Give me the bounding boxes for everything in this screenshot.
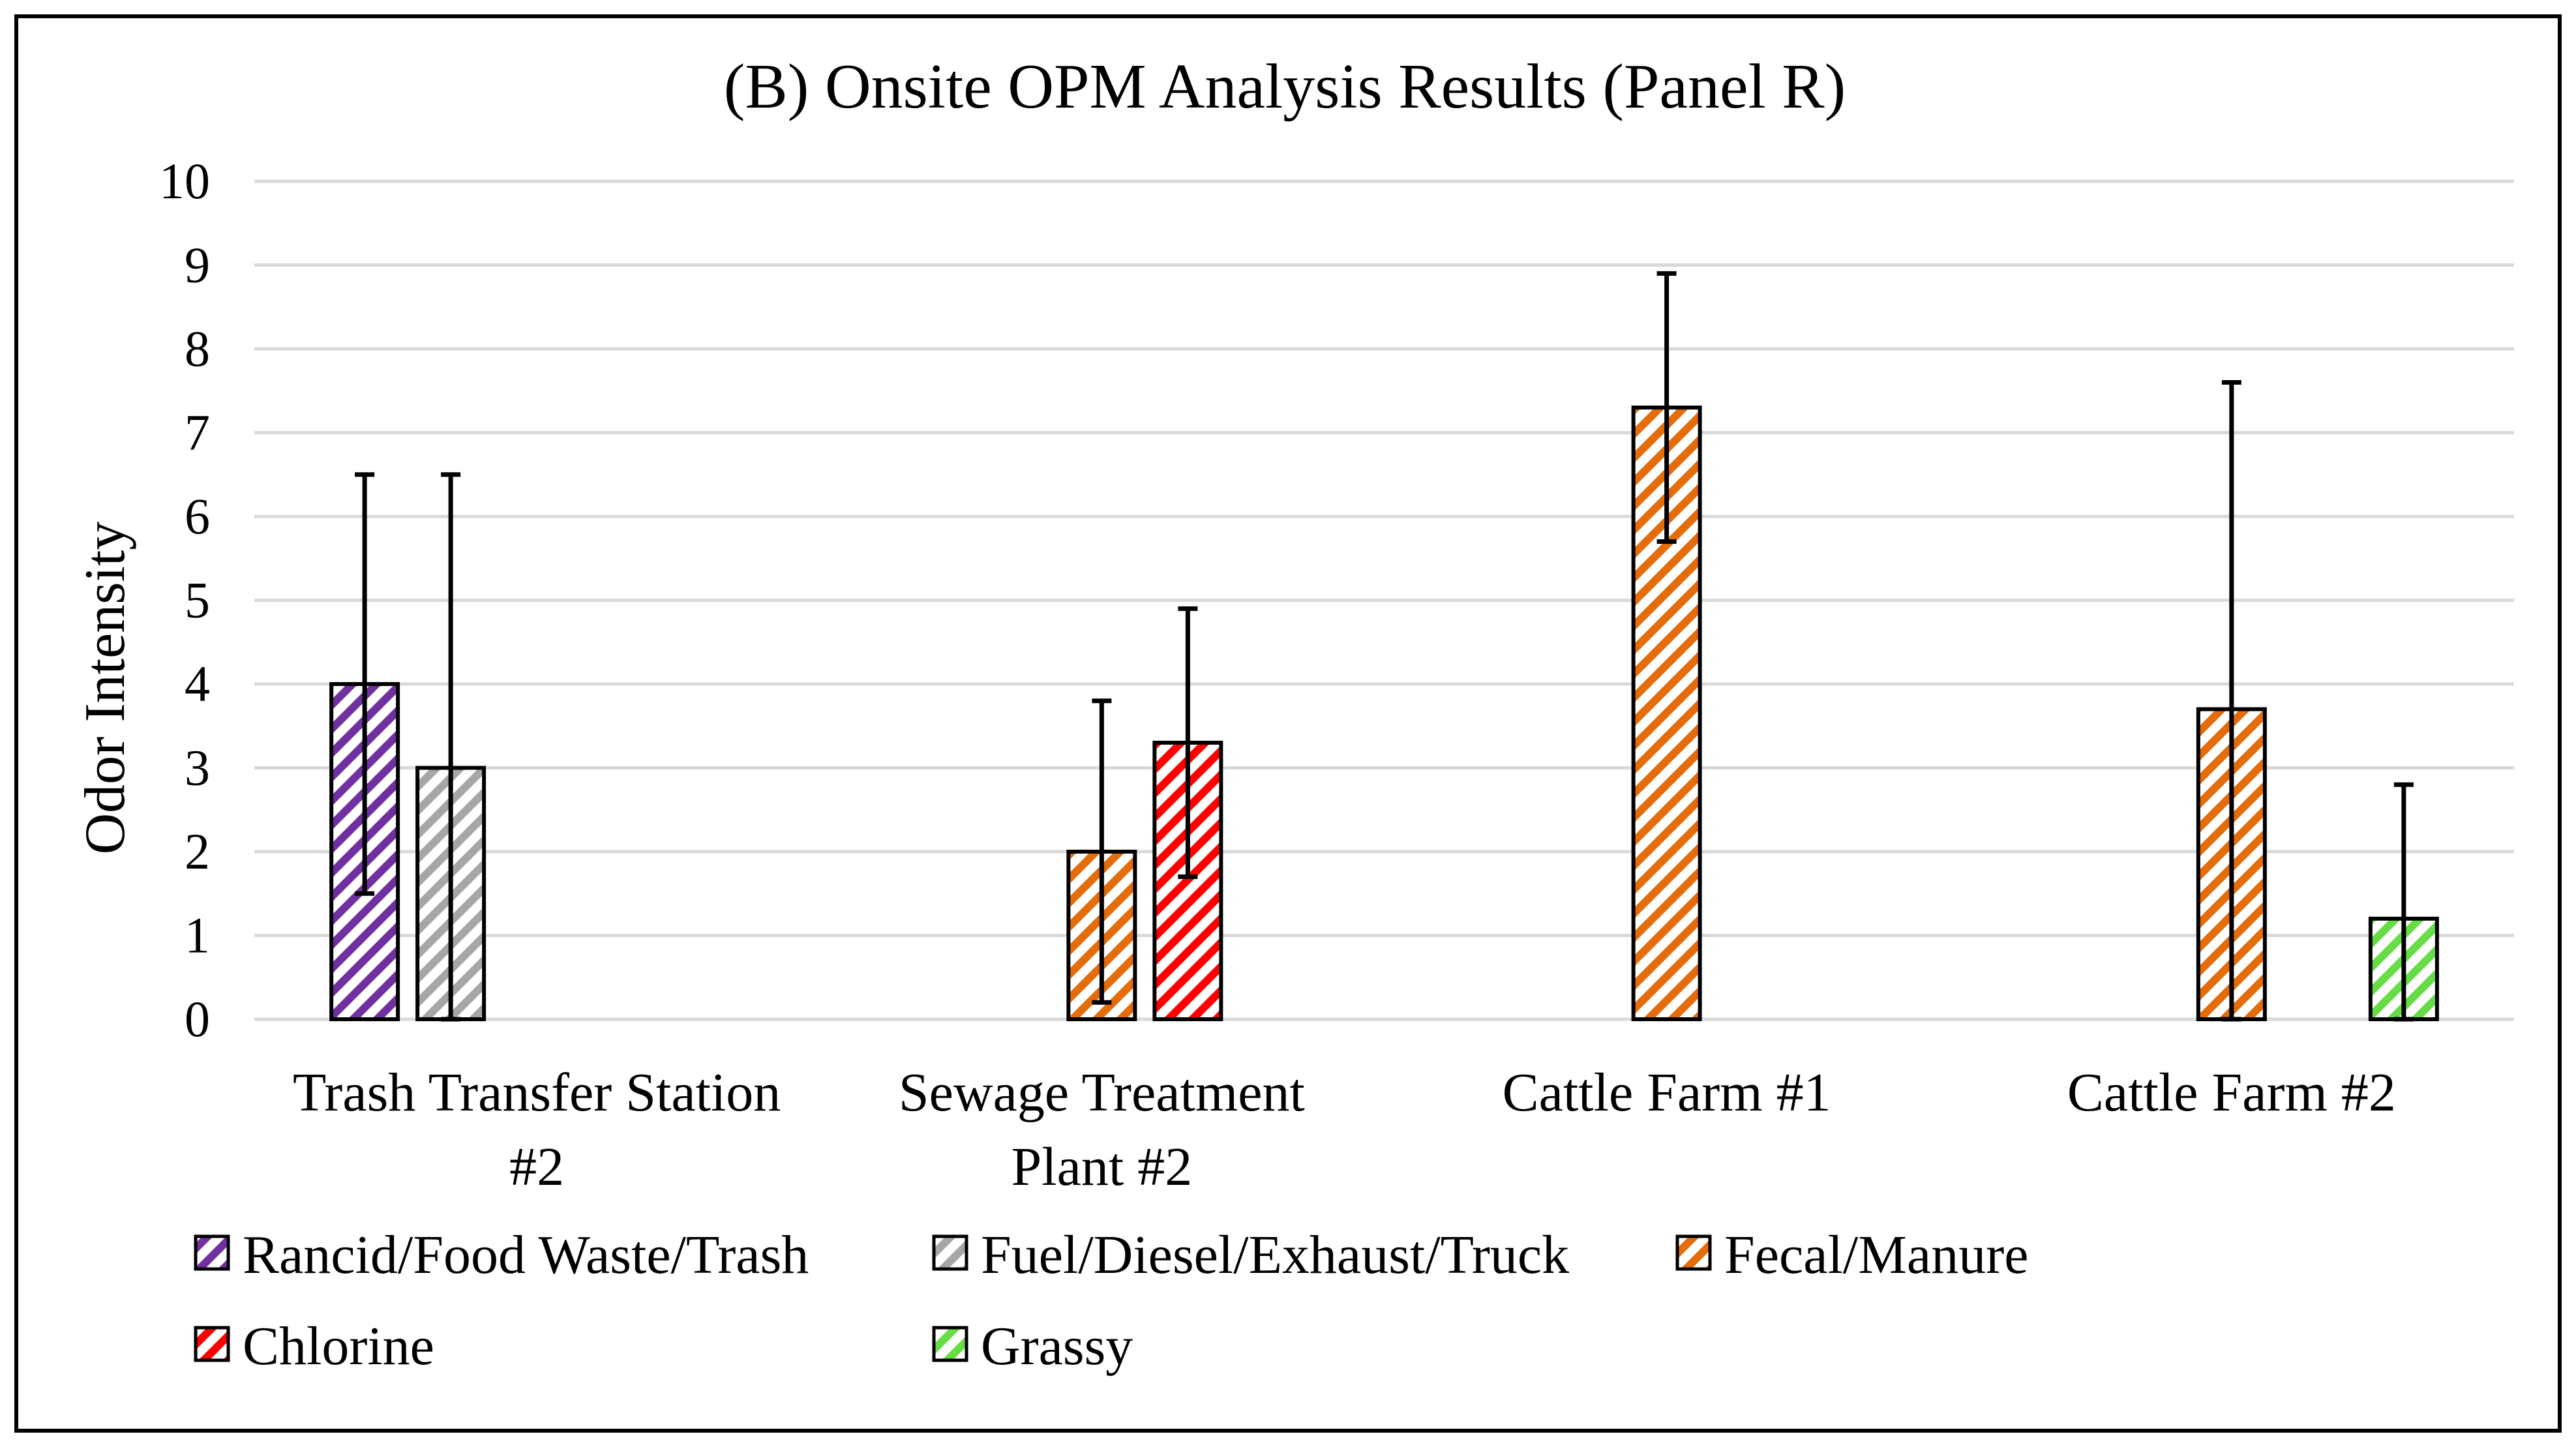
legend-item-chlorine: Chlorine — [194, 1316, 434, 1377]
legend-label: Grassy — [981, 1316, 1133, 1377]
y-tick-label-5: 5 — [185, 572, 210, 629]
error-bar-grassy-cat-4 — [2393, 782, 2414, 1022]
y-tick-label-6: 6 — [185, 488, 210, 544]
error-bar-fecal-manure-cat-2 — [1092, 698, 1112, 1005]
error-bar-fecal-manure-cat-3 — [1656, 271, 1677, 544]
legend-item-fecal-manure: Fecal/Manure — [1675, 1225, 2028, 1285]
legend-swatch — [932, 1326, 968, 1362]
error-bar-fecal-manure-cat-4 — [2221, 380, 2241, 1022]
y-tick-label-4: 4 — [185, 655, 210, 712]
y-tick-label-2: 2 — [185, 823, 210, 880]
category-labels: Trash Transfer Station #2 Sewage Treatment… — [293, 1062, 2396, 1197]
legend-item-fuel-diesel-exhaust-truck: Fuel/Diesel/Exhaust/Truck — [932, 1225, 1569, 1285]
grid-layer — [254, 179, 2514, 1021]
category-label-3: Cattle Farm #1 — [1503, 1062, 1831, 1123]
category-label-4: Cattle Farm #2 — [2067, 1062, 2396, 1123]
y-axis-label: Odor Intensity — [74, 522, 137, 855]
legend-item-grassy: Grassy — [932, 1316, 1133, 1377]
error-bar-fuel-diesel-exhaust-truck-cat-1 — [441, 472, 461, 1022]
chart-frame — [14, 14, 2562, 1433]
legend: Rancid/Food Waste/Trash Fuel/Diesel/Exhau… — [194, 1225, 2028, 1377]
legend-swatch — [1675, 1234, 1712, 1271]
legend-item-rancid-food-waste-trash: Rancid/Food Waste/Trash — [194, 1225, 809, 1285]
category-label-2: Sewage Treatment Plant #2 — [899, 1062, 1305, 1197]
legend-label: Chlorine — [243, 1316, 434, 1377]
error-bar-chlorine-cat-2 — [1178, 606, 1198, 880]
y-tick-label-8: 8 — [185, 320, 210, 377]
legend-swatch — [194, 1326, 230, 1362]
legend-swatch — [932, 1234, 968, 1271]
category-label-1: Trash Transfer Station #2 — [293, 1062, 781, 1197]
y-tick-label-1: 1 — [185, 907, 210, 964]
y-tick-label-7: 7 — [185, 404, 210, 461]
legend-label: Fuel/Diesel/Exhaust/Truck — [981, 1225, 1569, 1285]
y-tick-label-10: 10 — [159, 153, 210, 209]
legend-label: Fecal/Manure — [1724, 1225, 2028, 1285]
y-tick-label-3: 3 — [185, 739, 210, 796]
bar-layer — [329, 405, 2439, 1022]
error-bar-rancid-food-waste-trash-cat-1 — [355, 472, 375, 896]
legend-label: Rancid/Food Waste/Trash — [243, 1225, 809, 1285]
legend-swatch — [194, 1234, 230, 1271]
y-tick-labels: 0 1 2 3 4 5 6 7 8 9 10 — [159, 153, 210, 1047]
y-tick-label-0: 0 — [185, 991, 210, 1047]
error-bar-layer — [355, 271, 2414, 1022]
chart-title: (B) Onsite OPM Analysis Results (Panel R… — [724, 52, 1846, 122]
y-tick-label-9: 9 — [185, 237, 210, 293]
